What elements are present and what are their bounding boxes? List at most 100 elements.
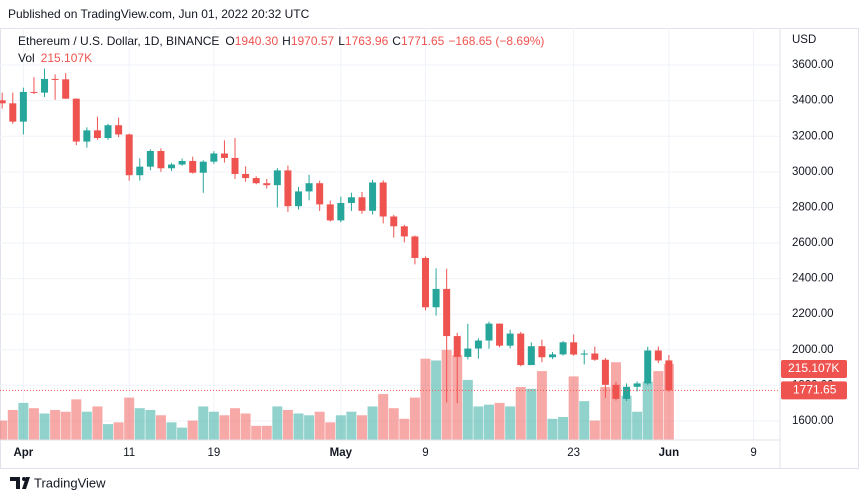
ohlc-key: L: [338, 34, 345, 48]
volume-bar: [600, 386, 611, 440]
candle-body: [347, 197, 355, 203]
volume-bar: [272, 406, 283, 440]
candle-body: [157, 151, 165, 169]
candle-body: [83, 130, 91, 142]
volume-bar: [473, 406, 484, 440]
candle-body: [189, 160, 197, 173]
candle-body: [496, 323, 504, 346]
volume-bar: [420, 358, 431, 440]
volume-bar: [568, 376, 579, 440]
candle-body: [358, 197, 366, 211]
candle-body: [220, 153, 228, 158]
volume-bar: [92, 406, 103, 440]
candle-body: [168, 164, 176, 169]
volume-bar: [526, 388, 537, 440]
candle-layer: [0, 68, 673, 404]
volume-bar: [483, 404, 494, 440]
candle-body: [284, 170, 292, 207]
candle-body: [30, 91, 38, 93]
candle-body: [263, 183, 271, 186]
candle-body: [506, 333, 514, 346]
volume-bar: [28, 408, 39, 440]
candle-body: [337, 202, 345, 221]
volume-bar: [134, 408, 145, 440]
symbol-name: Ethereum / U.S. Dollar, 1D, BINANCE: [18, 34, 219, 48]
candle-body: [390, 216, 398, 227]
volume-bar: [7, 409, 18, 440]
logo-icon: [10, 477, 30, 489]
candle-body: [0, 100, 6, 104]
volume-bar: [261, 425, 272, 440]
candle-body: [453, 336, 461, 357]
x-tick-label: 9: [422, 447, 428, 459]
volume-bar: [505, 406, 516, 440]
volume-bar: [378, 394, 389, 440]
volume-bar: [145, 409, 156, 440]
candle-body: [316, 183, 324, 205]
volume-bar: [293, 413, 304, 440]
candle-body: [295, 191, 303, 207]
volume-bar: [346, 411, 357, 440]
candle-body: [474, 340, 482, 349]
volume-layer: [0, 349, 674, 440]
ohlc-value: 1763.96: [345, 34, 389, 48]
candle-body: [485, 323, 493, 341]
candle-body: [369, 182, 377, 211]
volume-bar: [304, 415, 315, 440]
axis-unit: USD: [792, 34, 816, 46]
ohlc-value: 1771.65: [401, 34, 445, 48]
candle-body: [242, 173, 250, 179]
candle-body: [104, 125, 112, 139]
candle-body: [654, 350, 662, 361]
ohlc-value: 1940.30: [235, 34, 279, 48]
candle-body: [93, 130, 101, 139]
volume-bar: [431, 360, 442, 440]
y-tick-label: 3600.00: [792, 59, 834, 71]
volume-bar: [409, 397, 420, 440]
candle-body: [421, 257, 429, 308]
volume-bar: [515, 386, 526, 440]
volume-bar: [536, 371, 547, 440]
volume-bar: [18, 402, 29, 440]
candle-body: [210, 153, 218, 162]
candle-body: [411, 236, 419, 258]
x-tick-label: 19: [207, 447, 220, 459]
volume-bar: [219, 415, 230, 440]
candle-body: [115, 125, 123, 135]
legend: Ethereum / U.S. Dollar, 1D, BINANCE O1940…: [18, 34, 544, 65]
y-tick-label: 2200.00: [792, 308, 834, 320]
volume-bar: [251, 425, 262, 440]
volume-bar: [494, 402, 505, 440]
x-tick-label: Apr: [13, 447, 33, 459]
candle-body: [548, 354, 556, 358]
price-tag: [781, 381, 847, 400]
volume-bar: [642, 381, 653, 440]
candle-body: [400, 226, 408, 237]
ohlc-key: H: [282, 34, 291, 48]
published-note: Published on TradingView.com, Jun 01, 20…: [8, 7, 310, 21]
candle-body: [443, 288, 451, 337]
volume-legend: Vol 215.107K: [18, 51, 92, 65]
chart-frame: [0, 28, 859, 469]
volume-bar: [177, 427, 188, 440]
volume-bar: [240, 413, 251, 440]
candle-body: [644, 350, 652, 384]
volume-tag: [781, 359, 847, 378]
y-tick-label: 3200.00: [792, 130, 834, 142]
candle-body: [19, 91, 27, 122]
volume-bar: [547, 418, 558, 440]
volume-bar: [187, 420, 198, 440]
volume-bar: [113, 422, 124, 440]
candle-body: [62, 79, 70, 99]
candle-body: [51, 78, 59, 80]
volume-bar: [155, 415, 166, 440]
y-tick-label: 3000.00: [792, 166, 834, 178]
candle-body: [305, 183, 313, 192]
ohlc-key: O: [225, 34, 234, 48]
volume-title: Vol: [18, 51, 35, 65]
volume-bar: [0, 420, 8, 440]
candle-body: [432, 288, 440, 308]
volume-bar: [367, 406, 378, 440]
x-tick-label: Jun: [659, 447, 679, 459]
